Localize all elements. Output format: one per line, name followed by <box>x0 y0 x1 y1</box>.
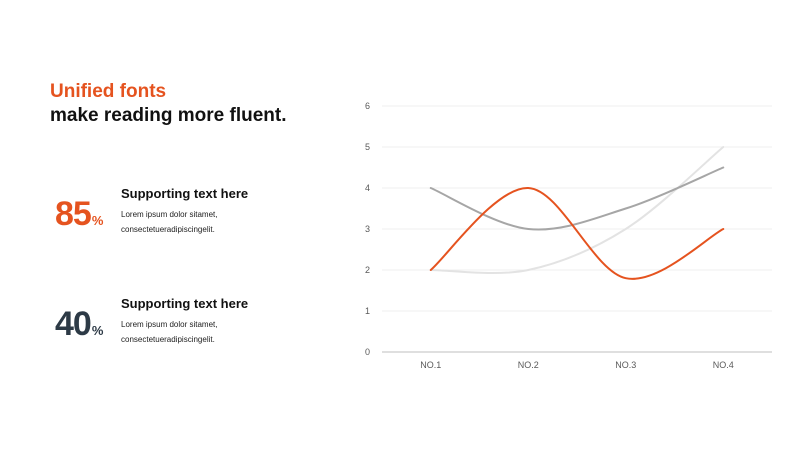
x-tick-label: NO.4 <box>713 360 734 370</box>
stat-unit: % <box>91 213 104 228</box>
stat-block-2: 40% Supporting text here Lorem ipsum dol… <box>55 295 355 365</box>
stat-number: 85 <box>55 195 92 233</box>
headline-accent: Unified fonts <box>50 81 167 102</box>
stat-number: 40 <box>55 305 92 343</box>
stat-text-2: Supporting text here Lorem ipsum dolor s… <box>121 295 301 347</box>
x-tick-label: NO.3 <box>615 360 636 370</box>
y-tick-label: 2 <box>365 265 370 275</box>
series-line-1 <box>429 146 725 275</box>
x-tick-label: NO.1 <box>420 360 441 370</box>
stat-body: Lorem ipsum dolor sitamet, consectetuera… <box>121 210 218 234</box>
y-tick-label: 5 <box>365 142 370 152</box>
series-line-3 <box>429 186 725 280</box>
stat-title: Supporting text here <box>121 296 249 311</box>
headline-main: make reading more fluent. <box>50 105 287 126</box>
y-tick-label: 1 <box>365 306 370 316</box>
stat-value-2: 40% <box>55 305 103 344</box>
line-chart: 0 1 2 3 4 5 6 NO.1 NO.2 NO.3 NO.4 <box>365 101 772 370</box>
stat-unit: % <box>91 323 104 338</box>
headline: Unified fonts make reading more fluent. <box>50 80 287 128</box>
y-tick-label: 3 <box>365 224 370 234</box>
stat-block-1: 85% Supporting text here Lorem ipsum dol… <box>55 185 355 255</box>
stat-title: Supporting text here <box>121 186 249 201</box>
y-tick-label: 6 <box>365 101 370 111</box>
y-tick-label: 0 <box>365 347 370 357</box>
y-tick-label: 4 <box>365 183 370 193</box>
stat-body: Lorem ipsum dolor sitamet, consectetuera… <box>121 320 218 344</box>
x-tick-label: NO.2 <box>518 360 539 370</box>
stat-text-1: Supporting text here Lorem ipsum dolor s… <box>121 185 301 237</box>
stat-value-1: 85% <box>55 195 103 234</box>
series-line-2 <box>429 166 725 231</box>
